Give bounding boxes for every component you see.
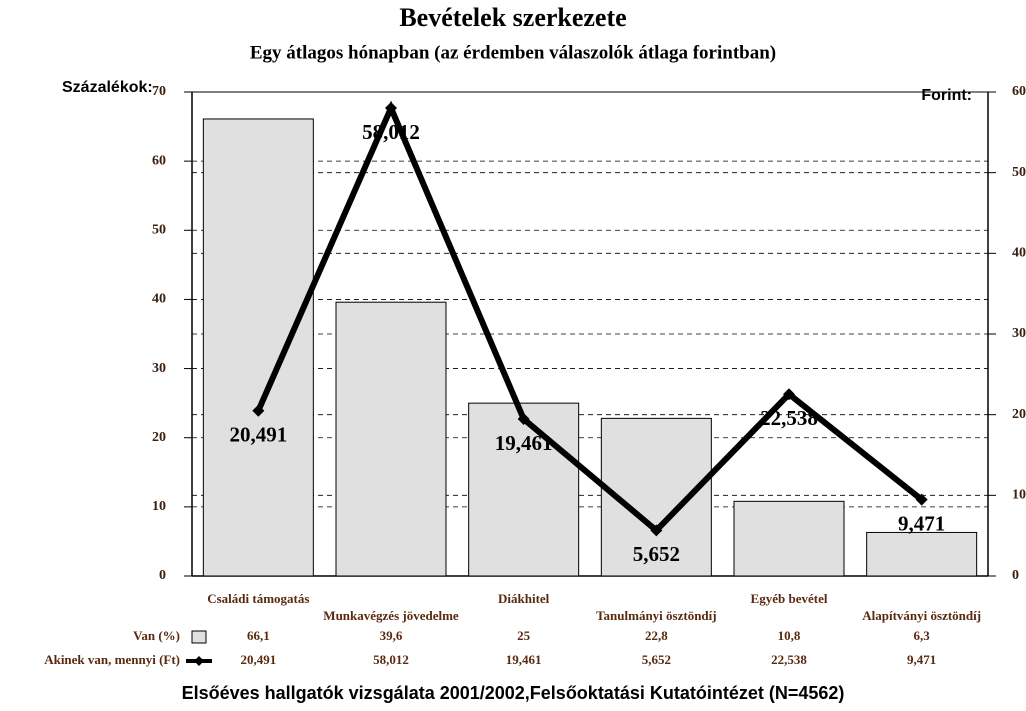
- legend-swatch: [191, 630, 207, 644]
- table-cell: 25: [517, 628, 531, 643]
- table-cell: 20,491: [240, 652, 276, 667]
- table-cell: 10,8: [778, 628, 801, 643]
- data-label: 58,012: [362, 120, 420, 144]
- marker: [650, 524, 663, 537]
- data-label: 22,538: [760, 406, 818, 430]
- marker: [517, 413, 530, 426]
- y-tick-label: 70: [152, 84, 166, 99]
- y2-tick-label: 20: [1012, 407, 1026, 422]
- marker: [783, 388, 795, 401]
- table-cell: 58,012: [373, 652, 409, 667]
- y-tick-label: 20: [152, 430, 166, 445]
- chart-title: Bevételek szerkezete: [399, 3, 626, 32]
- y-tick-label: 40: [152, 292, 166, 307]
- footer: Elsőéves hallgatók vizsgálata 2001/2002,…: [182, 683, 845, 703]
- chart-subtitle: Egy átlagos hónapban (az érdemben válasz…: [250, 42, 776, 63]
- table-cell: 39,6: [380, 628, 403, 643]
- x-tick-label: Diákhitel: [498, 591, 550, 606]
- legend-label: Akinek van, mennyi (Ft): [44, 652, 180, 667]
- y2-axis-label: Forint:: [921, 87, 972, 104]
- bar: [866, 531, 978, 577]
- marker: [385, 102, 397, 115]
- x-tick-label: Családi támogatás: [207, 591, 309, 606]
- y-axis-label: Százalékok:: [62, 79, 153, 96]
- data-label: 5,652: [633, 542, 680, 566]
- data-label: 9,471: [898, 511, 945, 535]
- y-tick-label: 0: [159, 568, 166, 583]
- table-cell: 66,1: [247, 628, 270, 643]
- x-tick-label: Tanulmányi ösztöndíj: [596, 608, 717, 623]
- table-cell: 6,3: [914, 628, 931, 643]
- y2-tick-label: 0: [1012, 568, 1019, 583]
- y2-tick-label: 30: [1012, 326, 1026, 341]
- y2-tick-label: 10: [1012, 488, 1026, 503]
- legend-marker: [194, 656, 204, 666]
- table-cell: 19,461: [506, 652, 542, 667]
- table-cell: 9,471: [907, 652, 936, 667]
- marker: [915, 493, 928, 506]
- data-label: 20,491: [229, 423, 287, 447]
- y-tick-label: 50: [152, 223, 166, 238]
- x-tick-label: Egyéb bevétel: [751, 591, 828, 606]
- y2-tick-label: 40: [1012, 246, 1026, 261]
- table-cell: 5,652: [642, 652, 671, 667]
- x-tick-label: Munkavégzés jövedelme: [323, 608, 459, 623]
- y2-tick-label: 50: [1012, 165, 1026, 180]
- table-cell: 22,538: [771, 652, 807, 667]
- marker: [252, 404, 265, 417]
- y2-tick-label: 60: [1012, 84, 1026, 99]
- table-cell: 22,8: [645, 628, 668, 643]
- bar: [202, 118, 314, 577]
- data-label: 19,461: [495, 431, 553, 455]
- y-tick-label: 10: [152, 499, 166, 514]
- bar: [733, 500, 845, 577]
- bar: [335, 301, 447, 577]
- x-tick-label: Alapítványi ösztöndíj: [862, 608, 981, 623]
- legend-label: Van (%): [133, 628, 180, 643]
- bar: [468, 402, 580, 577]
- line: [255, 100, 924, 535]
- y-tick-label: 60: [152, 153, 166, 168]
- y-tick-label: 30: [152, 361, 166, 376]
